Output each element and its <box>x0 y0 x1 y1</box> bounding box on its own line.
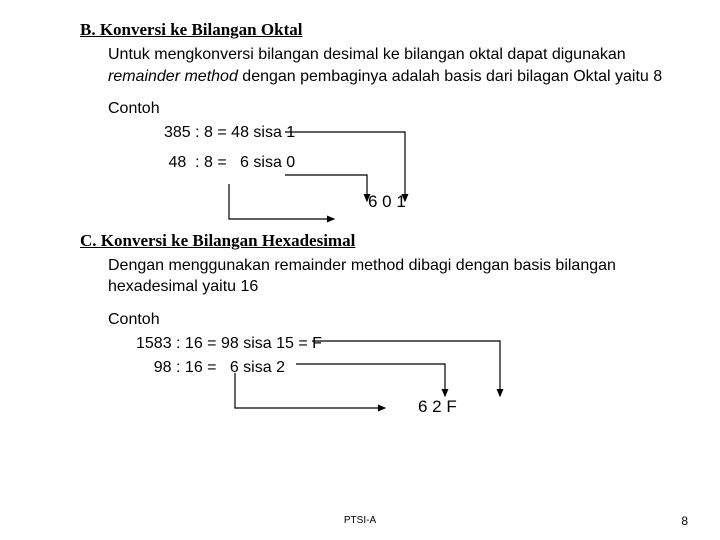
section-c-result: 6 2 F <box>108 394 680 420</box>
section-b-result: 6 0 1 <box>108 189 680 215</box>
section-c-calc1: 1583 : 16 = 98 sisa 15 = F <box>136 332 680 356</box>
section-b-example: Contoh 385 : 8 = 48 sisa 1 48 : 8 = 6 si… <box>80 97 680 215</box>
section-b-example-label: Contoh <box>108 97 680 121</box>
section-c-paragraph: Dengan menggunakan remainder method diba… <box>80 255 680 298</box>
section-c-heading: C. Konversi ke Bilangan Hexadesimal <box>80 231 680 251</box>
section-b-heading: B. Konversi ke Bilangan Oktal <box>80 20 680 40</box>
section-b-calc2: 48 : 8 = 6 sisa 0 <box>164 151 680 175</box>
section-c-example: Contoh 1583 : 16 = 98 sisa 15 = F 98 : 1… <box>80 308 680 420</box>
section-b-para-italic: remainder method <box>108 68 238 85</box>
section-b-para-p1: Untuk mengkonversi bilangan desimal ke b… <box>108 46 626 63</box>
section-b-para-p2: dengan pembaginya adalah basis dari bila… <box>238 68 662 85</box>
section-b-paragraph: Untuk mengkonversi bilangan desimal ke b… <box>80 44 680 87</box>
section-c-example-label: Contoh <box>108 308 680 332</box>
section-b-calc1: 385 : 8 = 48 sisa 1 <box>164 121 680 145</box>
footer-source: PTSI-A <box>344 515 376 526</box>
section-c-calc2: 98 : 16 = 6 sisa 2 <box>136 356 680 380</box>
page-number: 8 <box>681 514 688 528</box>
